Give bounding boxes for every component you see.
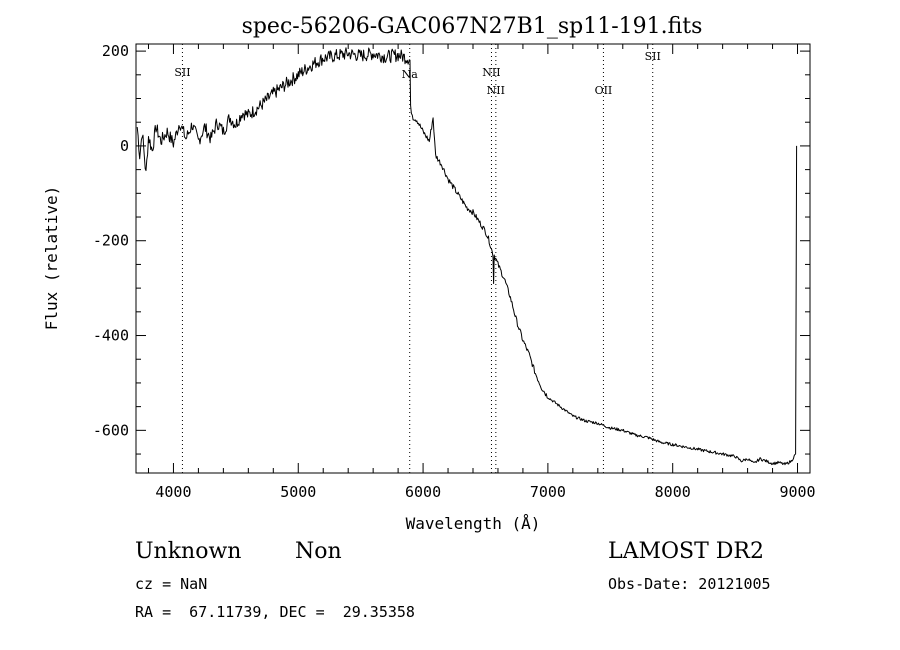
survey-label: LAMOST DR2 (608, 539, 764, 564)
y-tick-label: 0 (120, 137, 129, 155)
axes: 4000 5000 6000 7000 8000 9000 -600 -400 -200 0 200 (93, 42, 816, 501)
x-tick-label: 7000 (530, 483, 566, 501)
line-marker-label: OII (595, 84, 613, 97)
y-tick-label: -200 (93, 232, 129, 250)
x-axis-label: Wavelength (Å) (406, 514, 541, 533)
subclass-label: Non (295, 539, 342, 564)
y-tick-label: -600 (93, 421, 129, 439)
line-marker-label: NII (487, 84, 505, 97)
x-tick-label: 5000 (280, 483, 316, 501)
x-tick-label: 6000 (405, 483, 441, 501)
class-label: Unknown (135, 539, 242, 564)
x-tick-label: 8000 (655, 483, 691, 501)
redshift-label: cz = NaN (135, 575, 208, 593)
spectrum-line (136, 47, 798, 466)
line-marker-label: SII (645, 50, 661, 63)
line-marker-label: SII (174, 66, 190, 79)
x-tick-label: 4000 (155, 483, 191, 501)
line-marker-label: NII (482, 66, 500, 79)
plot-frame (135, 43, 811, 474)
obs-date-label: Obs-Date: 20121005 (608, 575, 771, 593)
y-tick-label: 200 (102, 42, 129, 60)
y-tick-label: -400 (93, 327, 129, 345)
x-tick-label: 9000 (779, 483, 815, 501)
coordinates-label: RA = 67.11739, DEC = 29.35358 (135, 603, 415, 621)
y-axis-label: Flux (relative) (42, 186, 61, 331)
chart-title: spec-56206-GAC067N27B1_sp11-191.fits (242, 14, 703, 39)
